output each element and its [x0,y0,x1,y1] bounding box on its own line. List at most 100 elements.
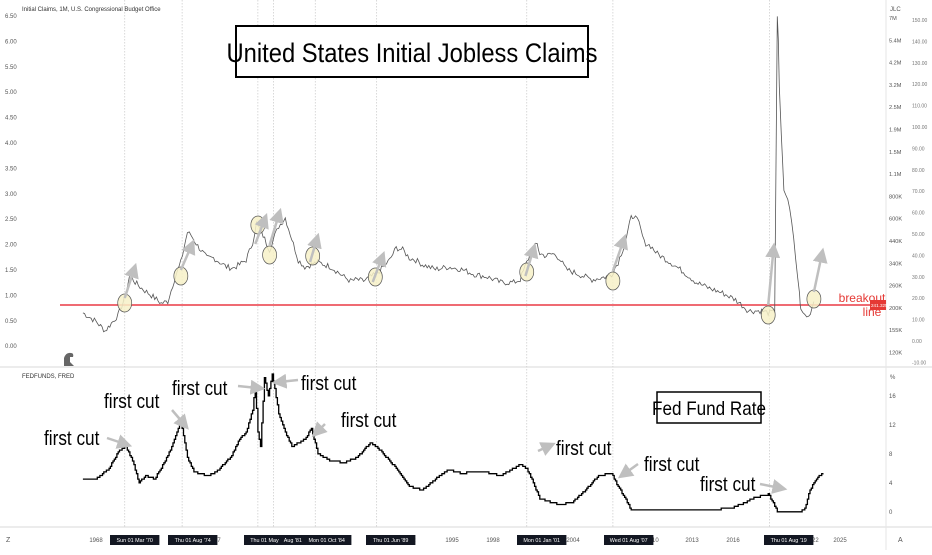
left-tick-label: 6.50 [5,14,17,20]
right-tick-label-secondary: 0.00 [912,339,922,345]
right-tick-label-secondary: 140.00 [912,39,928,45]
time-tick-label: 1998 [486,538,500,544]
left-tick-label: 2.50 [5,217,17,223]
first-cut-annotation: first cut [700,473,756,496]
right-tick-label: 3.2M [889,83,902,89]
right-tick-label: 5.4M [889,38,902,44]
left-tick-label: 0.50 [5,319,17,325]
trend-arrow [179,239,196,271]
left-tick-label: 4.50 [5,116,17,122]
breakout-value-label: 241.325K [871,303,892,308]
marker-circle [806,289,822,309]
right-tick-label-secondary: 110.00 [912,104,927,110]
trend-arrow [812,247,828,293]
annotation-arrow [237,379,266,395]
annotation-arrow [171,409,189,430]
right-tick-label: 1.9M [889,128,902,134]
right-tick-label-secondary: 90.00 [912,146,925,152]
right-tick-label: 1.5M [889,150,902,156]
time-highlight-label: Mon 01 Jan '01 [523,538,560,544]
fed-tick-label: 8 [889,452,893,458]
right-tick-label: 260K [889,284,902,290]
left-tick-label: 6.00 [5,39,17,45]
first-cut-annotation: first cut [341,409,397,432]
time-highlight-badge [168,535,218,545]
fed-funds-line [82,373,824,513]
breakout-label-line1: breakout [839,291,886,305]
annotation-arrow [106,434,133,449]
right-tick-label-secondary: 20.00 [912,296,925,302]
right-tick-label-secondary: 70.00 [912,189,925,195]
breakout-label-line2: line [863,305,882,319]
left-axis-ticks: 6.50 6.00 5.50 5.00 4.50 4.00 3.50 3.00 2.50 2.00… [5,14,17,350]
fed-title-box [656,391,762,424]
time-highlight-label: Thu 01 Aug '74 [175,538,211,544]
fed-funds-series [82,373,824,513]
trend-arrow [268,207,284,246]
right-tick-label: 340K [889,261,902,267]
trend-arrow [254,212,269,245]
time-highlight-badge [604,535,654,545]
time-highlight-label: Sun 01 Mar '70 [117,538,153,544]
right-tick-label: 155K [889,328,902,334]
annotation-arrow [617,462,639,479]
right-tick-label-secondary: -10.00 [912,360,926,366]
time-highlight-badge [302,535,352,545]
time-highlight-badge [366,535,416,545]
left-tick-label: 0.00 [5,344,17,350]
trend-arrow [611,233,628,272]
right-tick-label: 440K [889,239,902,245]
time-tick-label: 1995 [445,538,459,544]
time-highlight-label: Thu 01 May '80 [250,538,287,544]
breakout-value-badge [870,300,886,310]
time-highlight-label: Wed 01 Aug '07 [610,538,648,544]
first-cut-annotation: first cut [556,437,612,460]
fed-axis-ticks: 16 12 8 4 0 [889,394,896,516]
chart-title: United States Initial Jobless Claims [227,39,598,69]
fed-tick-label: 12 [889,423,896,429]
fed-tick-label: 16 [889,394,896,400]
annotation-arrow [759,479,788,494]
time-highlight-badge [279,535,307,545]
trend-arrow [765,242,781,306]
fed-tick-label: 4 [889,481,893,487]
trend-arrow [523,242,539,277]
claims-line [82,16,815,333]
left-tick-label: 5.50 [5,65,17,71]
right-axis-ticks: 7M 5.4M 4.2M 3.2M 2.5M 1.9M 1.5M 1.1M 800K 600K 44… [889,16,902,357]
right-tick-label-secondary: 30.00 [912,275,925,281]
time-highlight-label: Aug '81 [284,538,302,544]
annotation-arrow [311,421,328,438]
annotation-arrows [106,373,788,494]
right-tick-label-secondary: 150.00 [912,18,928,24]
marker-circle [760,305,776,325]
time-axis-left-corner: Z [6,537,11,544]
right-tick-label-secondary: 60.00 [912,211,925,217]
right-tick-label-secondary: 130.00 [912,61,928,67]
right-axis-ticks-secondary: 150.00 140.00 130.00 120.00 110.00 100.00 90.0… [912,18,928,366]
left-tick-label: 1.00 [5,293,17,299]
fed-title: Fed Fund Rate [652,398,766,419]
first-cut-annotation: first cut [172,377,228,400]
left-tick-label: 3.00 [5,192,17,198]
fed-tick-label: 0 [889,510,893,516]
marker-circle [262,245,277,265]
right-tick-label: 600K [889,217,902,223]
right-tick-label: 7M [889,16,897,22]
marker-circle [605,271,621,291]
right-tick-label: 800K [889,194,902,200]
right-tick-label: 2.5M [889,105,902,111]
right-tick-label: 120K [889,351,902,357]
right-tick-label: 4.2M [889,61,902,67]
time-highlight-badge [517,535,567,545]
left-tick-label: 4.00 [5,141,17,147]
right-tick-label-secondary: 120.00 [912,82,928,88]
first-cut-annotation: first cut [44,427,100,450]
time-tick-label: 2004 [566,538,580,544]
time-axis: 1968197119771980198319861992199519982004… [89,535,847,545]
first-cut-annotations: first cut first cut first cut first cut firs… [44,372,756,496]
right-tick-label: 1.1M [889,172,902,178]
right-tick-label-secondary: 100.00 [912,125,928,131]
